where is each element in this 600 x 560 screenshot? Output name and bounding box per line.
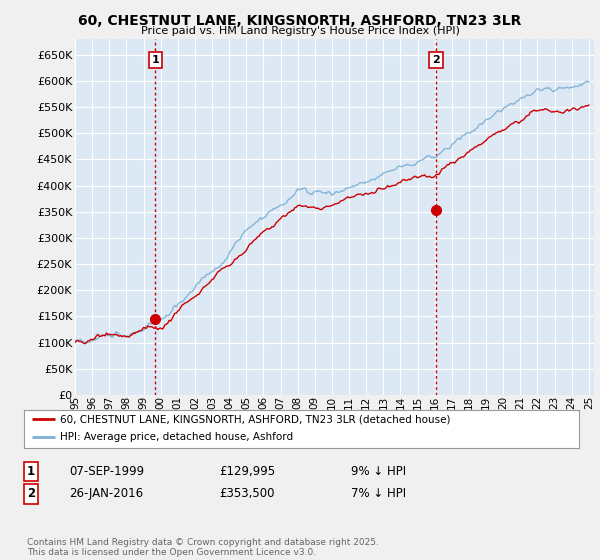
Text: £353,500: £353,500 — [219, 487, 275, 501]
Text: £129,995: £129,995 — [219, 465, 275, 478]
Text: 26-JAN-2016: 26-JAN-2016 — [69, 487, 143, 501]
Text: 2: 2 — [27, 487, 35, 501]
Text: Price paid vs. HM Land Registry's House Price Index (HPI): Price paid vs. HM Land Registry's House … — [140, 26, 460, 36]
Text: 60, CHESTNUT LANE, KINGSNORTH, ASHFORD, TN23 3LR (detached house): 60, CHESTNUT LANE, KINGSNORTH, ASHFORD, … — [60, 414, 451, 424]
Text: 2: 2 — [432, 55, 440, 65]
Text: 1: 1 — [27, 465, 35, 478]
Text: 9% ↓ HPI: 9% ↓ HPI — [351, 465, 406, 478]
Text: 1: 1 — [151, 55, 159, 65]
Text: Contains HM Land Registry data © Crown copyright and database right 2025.
This d: Contains HM Land Registry data © Crown c… — [27, 538, 379, 557]
Text: HPI: Average price, detached house, Ashford: HPI: Average price, detached house, Ashf… — [60, 432, 293, 442]
Text: 07-SEP-1999: 07-SEP-1999 — [69, 465, 144, 478]
Text: 7% ↓ HPI: 7% ↓ HPI — [351, 487, 406, 501]
Text: 60, CHESTNUT LANE, KINGSNORTH, ASHFORD, TN23 3LR: 60, CHESTNUT LANE, KINGSNORTH, ASHFORD, … — [79, 14, 521, 28]
